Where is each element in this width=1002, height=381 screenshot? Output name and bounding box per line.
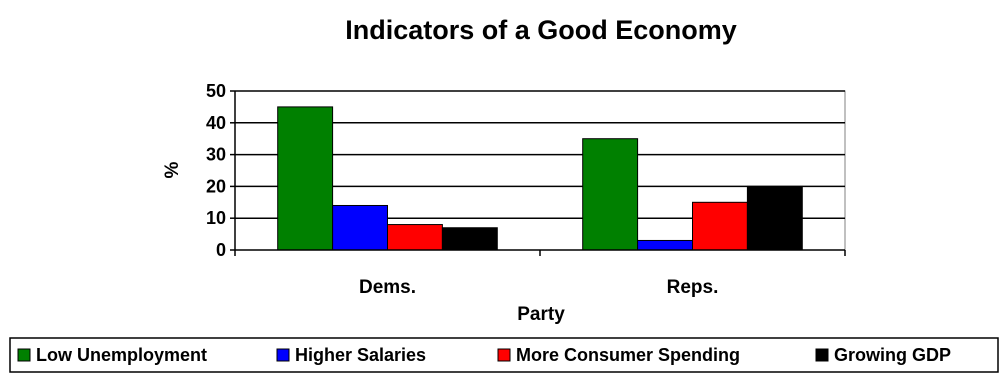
bar bbox=[637, 239, 693, 251]
legend-swatch bbox=[17, 348, 31, 362]
y-tick-label: 0 bbox=[216, 240, 226, 260]
bar bbox=[332, 204, 389, 251]
x-tick-label: Reps. bbox=[667, 277, 719, 298]
legend-swatch bbox=[497, 348, 511, 362]
legend-label: More Consumer Spending bbox=[516, 345, 740, 365]
bar bbox=[387, 224, 443, 251]
x-tick-label: Dems. bbox=[359, 277, 416, 298]
legend-label: Higher Salaries bbox=[295, 345, 426, 365]
y-tick-label: 20 bbox=[206, 176, 226, 196]
y-axis-title: % bbox=[162, 161, 183, 178]
y-tick-label: 40 bbox=[206, 113, 226, 133]
legend: Low Unemployment Higher Salaries More Cons… bbox=[9, 337, 999, 373]
y-tick-label: 50 bbox=[206, 81, 226, 101]
bar bbox=[582, 138, 639, 251]
plot-area: 0 10 20 30 40 50 Dems. Reps. bbox=[206, 81, 846, 298]
chart-title: Indicators of a Good Economy bbox=[345, 15, 737, 45]
legend-label: Low Unemployment bbox=[36, 345, 207, 365]
bar bbox=[746, 185, 803, 251]
legend-label: Growing GDP bbox=[834, 345, 951, 365]
x-axis-title: Party bbox=[517, 304, 565, 325]
y-tick-label: 30 bbox=[206, 145, 226, 165]
legend-swatch bbox=[276, 348, 290, 362]
legend-swatch bbox=[815, 348, 829, 362]
bar bbox=[277, 106, 334, 251]
y-tick-label: 10 bbox=[206, 208, 226, 228]
bar bbox=[441, 227, 498, 251]
bar bbox=[692, 201, 748, 251]
